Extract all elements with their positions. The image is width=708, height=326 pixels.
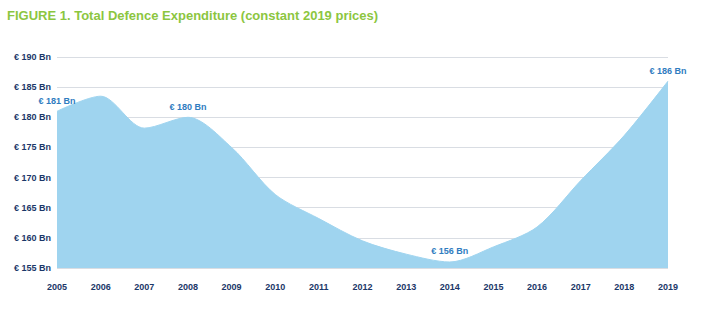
svg-text:2010: 2010 <box>265 282 285 292</box>
svg-text:€ 175 Bn: € 175 Bn <box>14 142 51 152</box>
svg-text:€ 185 Bn: € 185 Bn <box>14 82 51 92</box>
svg-text:2009: 2009 <box>222 282 242 292</box>
svg-text:€ 181 Bn: € 181 Bn <box>38 96 75 106</box>
svg-text:2005: 2005 <box>47 282 67 292</box>
svg-text:2008: 2008 <box>178 282 198 292</box>
svg-text:2017: 2017 <box>571 282 591 292</box>
svg-text:2006: 2006 <box>91 282 111 292</box>
svg-text:€ 156 Bn: € 156 Bn <box>431 246 468 256</box>
svg-text:€ 190 Bn: € 190 Bn <box>14 52 51 62</box>
svg-text:2019: 2019 <box>658 282 678 292</box>
svg-text:2011: 2011 <box>309 282 329 292</box>
svg-text:€ 170 Bn: € 170 Bn <box>14 173 51 183</box>
svg-text:2012: 2012 <box>352 282 372 292</box>
svg-text:FIGURE 1. Total Defence Expend: FIGURE 1. Total Defence Expenditure (con… <box>7 8 378 23</box>
svg-text:2007: 2007 <box>134 282 154 292</box>
svg-text:€ 165 Bn: € 165 Bn <box>14 203 51 213</box>
svg-text:2015: 2015 <box>483 282 503 292</box>
svg-text:2018: 2018 <box>614 282 634 292</box>
svg-text:2013: 2013 <box>396 282 416 292</box>
svg-text:2016: 2016 <box>527 282 547 292</box>
svg-text:€ 155 Bn: € 155 Bn <box>14 263 51 273</box>
svg-text:€ 186 Bn: € 186 Bn <box>649 66 686 76</box>
svg-text:2014: 2014 <box>440 282 460 292</box>
svg-text:€ 160 Bn: € 160 Bn <box>14 233 51 243</box>
svg-text:€ 180 Bn: € 180 Bn <box>169 102 206 112</box>
svg-text:€ 180 Bn: € 180 Bn <box>14 112 51 122</box>
